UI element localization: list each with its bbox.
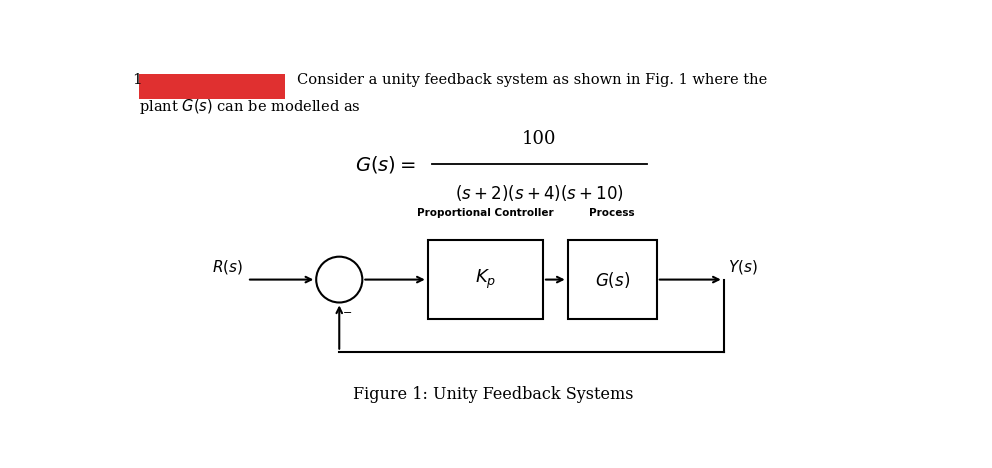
Text: Consider a unity feedback system as shown in Fig. 1 where the: Consider a unity feedback system as show… bbox=[297, 73, 767, 87]
Text: 1: 1 bbox=[132, 73, 142, 87]
Text: Proportional Controller: Proportional Controller bbox=[417, 208, 554, 218]
Text: $G(s)$: $G(s)$ bbox=[594, 270, 630, 290]
Ellipse shape bbox=[316, 256, 362, 302]
Bar bbox=[428, 240, 543, 319]
Text: $(s+2)(s+4)(s+10)$: $(s+2)(s+4)(s+10)$ bbox=[454, 183, 624, 203]
Text: $Y(s)$: $Y(s)$ bbox=[727, 258, 757, 276]
Bar bbox=[139, 74, 286, 99]
Text: Figure 1: Unity Feedback Systems: Figure 1: Unity Feedback Systems bbox=[353, 387, 633, 403]
Text: Process: Process bbox=[589, 208, 635, 218]
Text: $G(s) =$: $G(s) =$ bbox=[355, 154, 416, 175]
Text: plant $G(s)$ can be modelled as: plant $G(s)$ can be modelled as bbox=[139, 97, 361, 116]
Text: 100: 100 bbox=[522, 130, 557, 148]
Text: $R(s)$: $R(s)$ bbox=[212, 258, 243, 276]
Text: $K_p$: $K_p$ bbox=[475, 268, 496, 291]
Text: −: − bbox=[343, 308, 352, 318]
Bar bbox=[567, 240, 657, 319]
